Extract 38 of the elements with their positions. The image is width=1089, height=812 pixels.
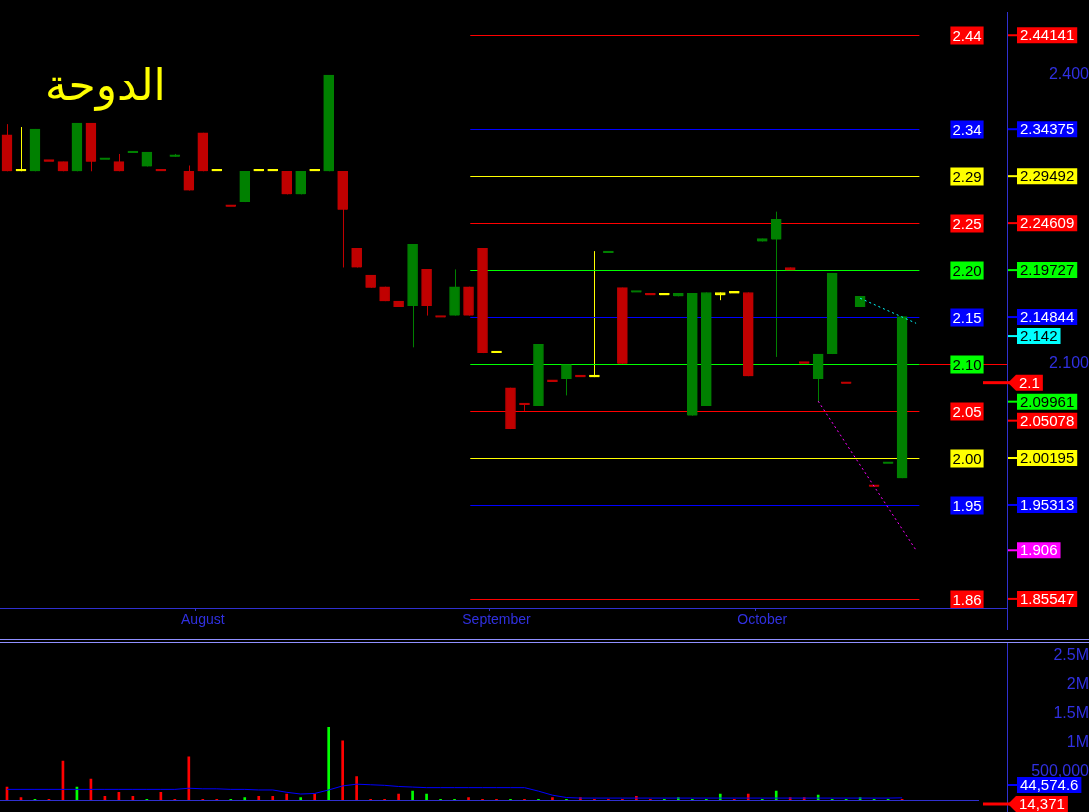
text: 2.142: [1020, 327, 1058, 345]
text: 2.00195: [1020, 449, 1075, 467]
y-tick-label: 1M: [1066, 732, 1089, 750]
text: 2.09961: [1020, 392, 1075, 410]
ref-line-label: 2.20: [952, 261, 982, 279]
x-tick-label: October: [737, 611, 788, 628]
ref-line-label: 1.86: [952, 590, 982, 608]
text: 1.95313: [1020, 496, 1075, 514]
ref-line-label: 2.15: [952, 308, 982, 326]
y-tick-label: 2.5M: [1053, 645, 1089, 663]
x-tick-label: August: [181, 611, 225, 628]
y-tick-label: 500,000: [1031, 761, 1089, 779]
text: 44,574.6: [1020, 776, 1079, 794]
y-tick-label: 2.100: [1048, 354, 1089, 372]
text: 2.34375: [1020, 120, 1075, 138]
ref-line-label: 2.25: [952, 214, 982, 232]
legend-label: 14,371: [1019, 795, 1065, 812]
ref-line-label: 1.95: [952, 496, 982, 514]
x-tick-label: September: [462, 611, 532, 628]
ref-line-label: 2.05: [952, 402, 982, 420]
ref-line-label: 2.29: [952, 167, 982, 185]
text: 2.14844: [1020, 308, 1075, 326]
ref-line-label: 2.44: [952, 26, 982, 44]
ref-line-label: 2.1: [1019, 373, 1040, 391]
text: 2.24609: [1020, 214, 1075, 232]
text: 2.29492: [1020, 167, 1075, 185]
text: 2.19727: [1020, 261, 1075, 279]
text: الدوحة: [45, 59, 166, 111]
y-tick-label: 2M: [1066, 674, 1089, 692]
ref-line-label: 2.00: [952, 449, 982, 467]
ref-line-label: 2.10: [952, 355, 982, 373]
text: 1.906: [1020, 541, 1058, 559]
ref-line-label: 2.34: [952, 120, 982, 138]
y-tick-label: 2.400: [1048, 65, 1089, 83]
y-tick-label: 1.5M: [1053, 703, 1089, 721]
text: 1.85547: [1020, 590, 1075, 608]
text: 2.44141: [1020, 26, 1075, 44]
text: 2.05078: [1020, 411, 1075, 429]
